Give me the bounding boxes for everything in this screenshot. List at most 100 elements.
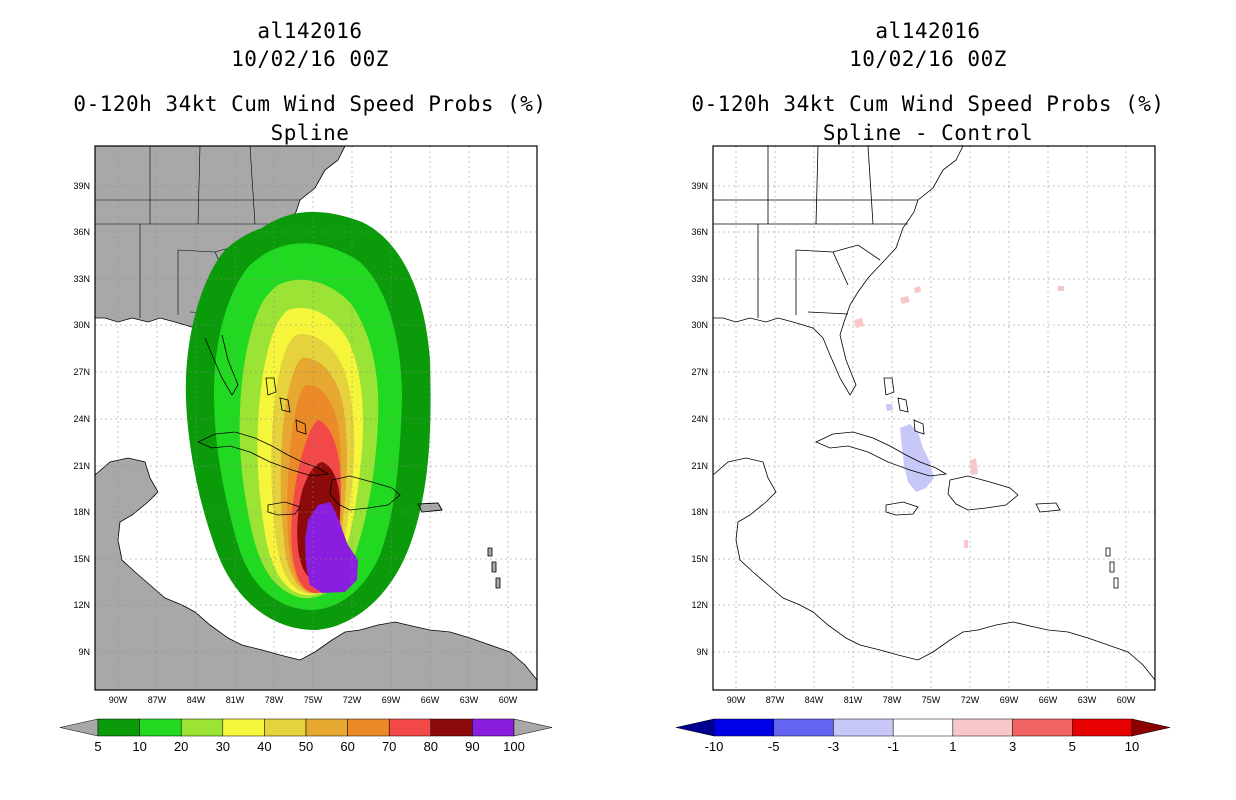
lat-label: 15N [73, 554, 90, 564]
lon-label: 60W [1117, 695, 1136, 705]
lat-label: 39N [73, 181, 90, 191]
colorbar-overflow [1131, 718, 1171, 737]
lat-label: 27N [73, 367, 90, 377]
lat-label: 21N [691, 461, 708, 471]
left-prob-contours [185, 211, 431, 630]
lat-label: 24N [73, 414, 90, 424]
lon-label: 66W [1039, 695, 1058, 705]
left-map: 39N 36N 33N 30N 27N 24N 21N 18N 15N 12N … [59, 145, 553, 754]
colorbar-underflow [59, 718, 99, 737]
colorbar-label: 100 [503, 739, 525, 754]
lat-label: 18N [691, 507, 708, 517]
lat-label: 33N [73, 274, 90, 284]
colorbar-swatch [264, 718, 307, 737]
lon-label: 78W [265, 695, 284, 705]
colorbar-swatch [952, 718, 1013, 737]
colorbar-swatch [1072, 718, 1133, 737]
colorbar-swatch [388, 718, 432, 737]
lat-label: 12N [691, 600, 708, 610]
colorbar-overflow [513, 718, 553, 737]
right-title-product: 0-120h 34kt Cum Wind Speed Probs (%) [691, 92, 1165, 116]
diff-patch-positive [1058, 286, 1064, 291]
lat-label: 33N [691, 274, 708, 284]
colorbar-label: 10 [1125, 739, 1139, 754]
diff-patch-positive [964, 540, 968, 548]
right-coastlines [713, 146, 1155, 681]
lat-label: 15N [691, 554, 708, 564]
lat-label: 36N [691, 227, 708, 237]
colorbar-swatch [892, 718, 954, 737]
colorbar-label: 70 [382, 739, 396, 754]
colorbar-label: 3 [1009, 739, 1016, 754]
colorbar-label: 90 [465, 739, 479, 754]
lat-label: 24N [691, 414, 708, 424]
colorbar-swatch [472, 718, 515, 737]
colorbar-label: 50 [299, 739, 313, 754]
lon-label: 69W [1000, 695, 1019, 705]
colorbar-swatch [139, 718, 182, 737]
right-title-method: Spline - Control [822, 121, 1034, 145]
colorbar-label: -1 [887, 739, 899, 754]
colorbar-label: 5 [94, 739, 101, 754]
colorbar-label: -5 [768, 739, 780, 754]
lon-label: 81W [844, 695, 863, 705]
left-title-storm-id: al142016 [257, 19, 363, 43]
lat-label: 12N [73, 600, 90, 610]
lon-label: 63W [1078, 695, 1097, 705]
colorbar-label: -3 [828, 739, 840, 754]
lon-label: 75W [304, 695, 323, 705]
left-title-method: Spline [270, 121, 350, 145]
left-map-frame [94, 145, 538, 691]
contour-100 [305, 502, 358, 593]
colorbar-swatch [347, 718, 390, 737]
lat-label: 30N [691, 320, 708, 330]
colorbar-label: 40 [257, 739, 271, 754]
lon-label: 75W [922, 695, 941, 705]
colorbar-label: 5 [1069, 739, 1076, 754]
colorbar-label: 10 [132, 739, 146, 754]
colorbar-label: 1 [949, 739, 956, 754]
colorbar-swatch [222, 718, 265, 737]
lat-label: 30N [73, 320, 90, 330]
colorbar-swatch [305, 718, 348, 737]
diff-patch-positive [900, 296, 910, 304]
right-ocean [713, 146, 1155, 690]
lat-label: 27N [691, 367, 708, 377]
lon-label: 72W [343, 695, 362, 705]
lon-label: 81W [226, 695, 245, 705]
colorbar-swatch [1012, 718, 1073, 737]
right-title-storm-id: al142016 [875, 19, 981, 43]
right-lat-labels: 39N 36N 33N 30N 27N 24N 21N 18N 15N 12N … [691, 181, 708, 657]
diff-patch-positive [854, 318, 864, 328]
lon-label: 63W [460, 695, 479, 705]
lon-label: 84W [805, 695, 824, 705]
colorbar-swatch [713, 718, 774, 737]
diff-patch-positive [970, 458, 978, 475]
right-title-datetime: 10/02/16 00Z [849, 47, 1007, 71]
lon-label: 84W [187, 695, 206, 705]
left-colorbar: 5 10 20 30 40 50 60 70 80 90 100 [59, 718, 553, 754]
colorbar-underflow [675, 718, 715, 737]
lon-label: 66W [421, 695, 440, 705]
left-grid [95, 146, 537, 690]
colorbar-swatch [180, 718, 224, 737]
lat-label: 21N [73, 461, 90, 471]
right-map-frame [712, 145, 1156, 691]
right-map: 39N 36N 33N 30N 27N 24N 21N 18N 15N 12N … [675, 145, 1171, 754]
colorbar-swatch [833, 718, 894, 737]
left-title-product: 0-120h 34kt Cum Wind Speed Probs (%) [73, 92, 547, 116]
colorbar-label: 60 [340, 739, 354, 754]
lat-label: 9N [696, 647, 708, 657]
diff-patch-negative [886, 404, 893, 411]
lon-label: 90W [109, 695, 128, 705]
lon-label: 69W [382, 695, 401, 705]
lon-label: 87W [148, 695, 167, 705]
colorbar-swatch [773, 718, 834, 737]
colorbar-label: 30 [216, 739, 230, 754]
lat-label: 36N [73, 227, 90, 237]
colorbar-label: 20 [174, 739, 188, 754]
lat-label: 18N [73, 507, 90, 517]
left-lon-labels: 90W 87W 84W 81W 78W 75W 72W 69W 66W 63W … [109, 695, 518, 705]
lon-label: 87W [766, 695, 785, 705]
left-lat-labels: 39N 36N 33N 30N 27N 24N 21N 18N 15N 12N … [73, 181, 90, 657]
